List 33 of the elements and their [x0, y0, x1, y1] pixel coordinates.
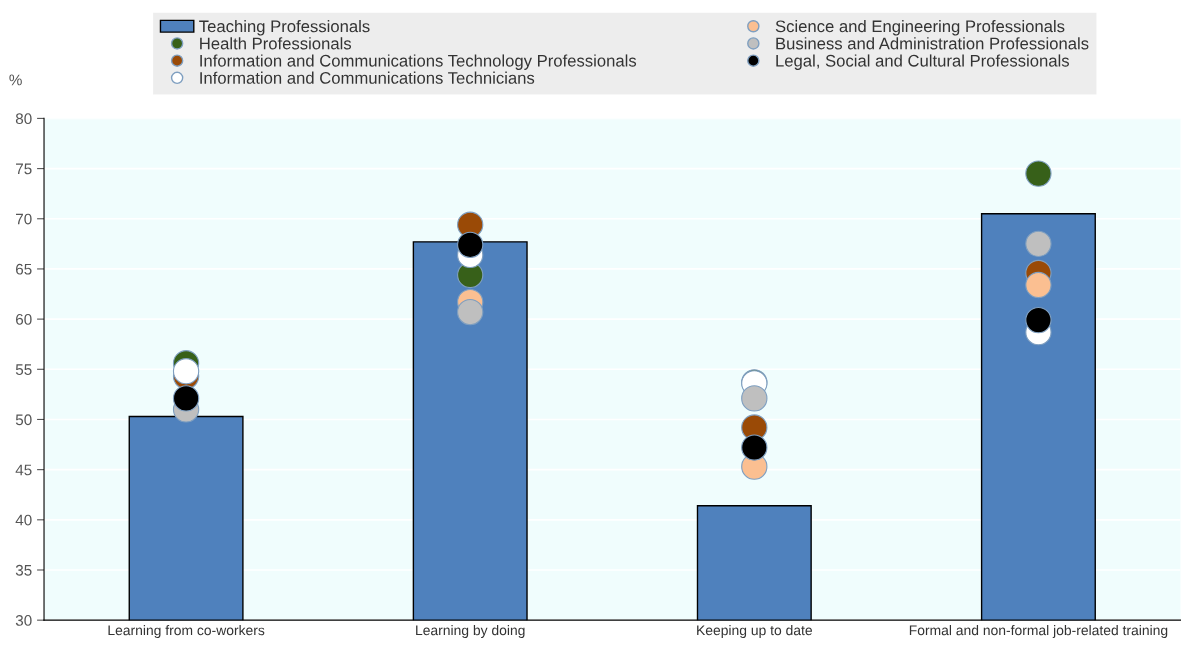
x-tick-label: Formal and non-formal job-related training [909, 625, 1168, 638]
y-tick-label: 60 [16, 313, 32, 325]
legend-label: Science and Engineering Professionals [775, 20, 1065, 36]
x-tick-label: Keeping up to date [697, 625, 812, 638]
y-tick-label: 80 [15, 113, 32, 125]
y-axis-title: % [9, 74, 22, 86]
x-tick-label: Learning by doing [416, 625, 525, 638]
y-tick-label: 70 [16, 213, 32, 225]
legend-label: Business and Administration Professionals [776, 37, 1089, 50]
point [1025, 230, 1052, 258]
point [741, 385, 768, 412]
y-tick-label: 45 [15, 464, 32, 476]
legend-label: Health Professionals [200, 37, 352, 50]
point [172, 358, 200, 385]
y-tick-label: 50 [15, 414, 32, 426]
legend-label: Information and Communications Technicians [200, 71, 535, 84]
y-tick-label: 30 [15, 615, 32, 626]
point [741, 434, 768, 461]
x-tick-label: Learning from co-workers [108, 625, 265, 638]
legend-label: Legal, Social and Cultural Professionals [776, 54, 1070, 70]
point [457, 298, 484, 326]
y-tick-label: 35 [15, 564, 32, 576]
point [457, 231, 484, 259]
point [1025, 271, 1052, 299]
y-tick-label: 55 [15, 364, 32, 375]
point [1025, 306, 1052, 334]
point [1025, 160, 1052, 187]
y-tick-label: 40 [15, 514, 32, 526]
legend-label: Information and Communications Technology Professionals [200, 54, 637, 70]
point [172, 385, 200, 412]
legend-label: Teaching Professionals [199, 20, 370, 36]
y-tick-label: 75 [16, 163, 32, 175]
y-tick-label: 65 [16, 263, 32, 275]
